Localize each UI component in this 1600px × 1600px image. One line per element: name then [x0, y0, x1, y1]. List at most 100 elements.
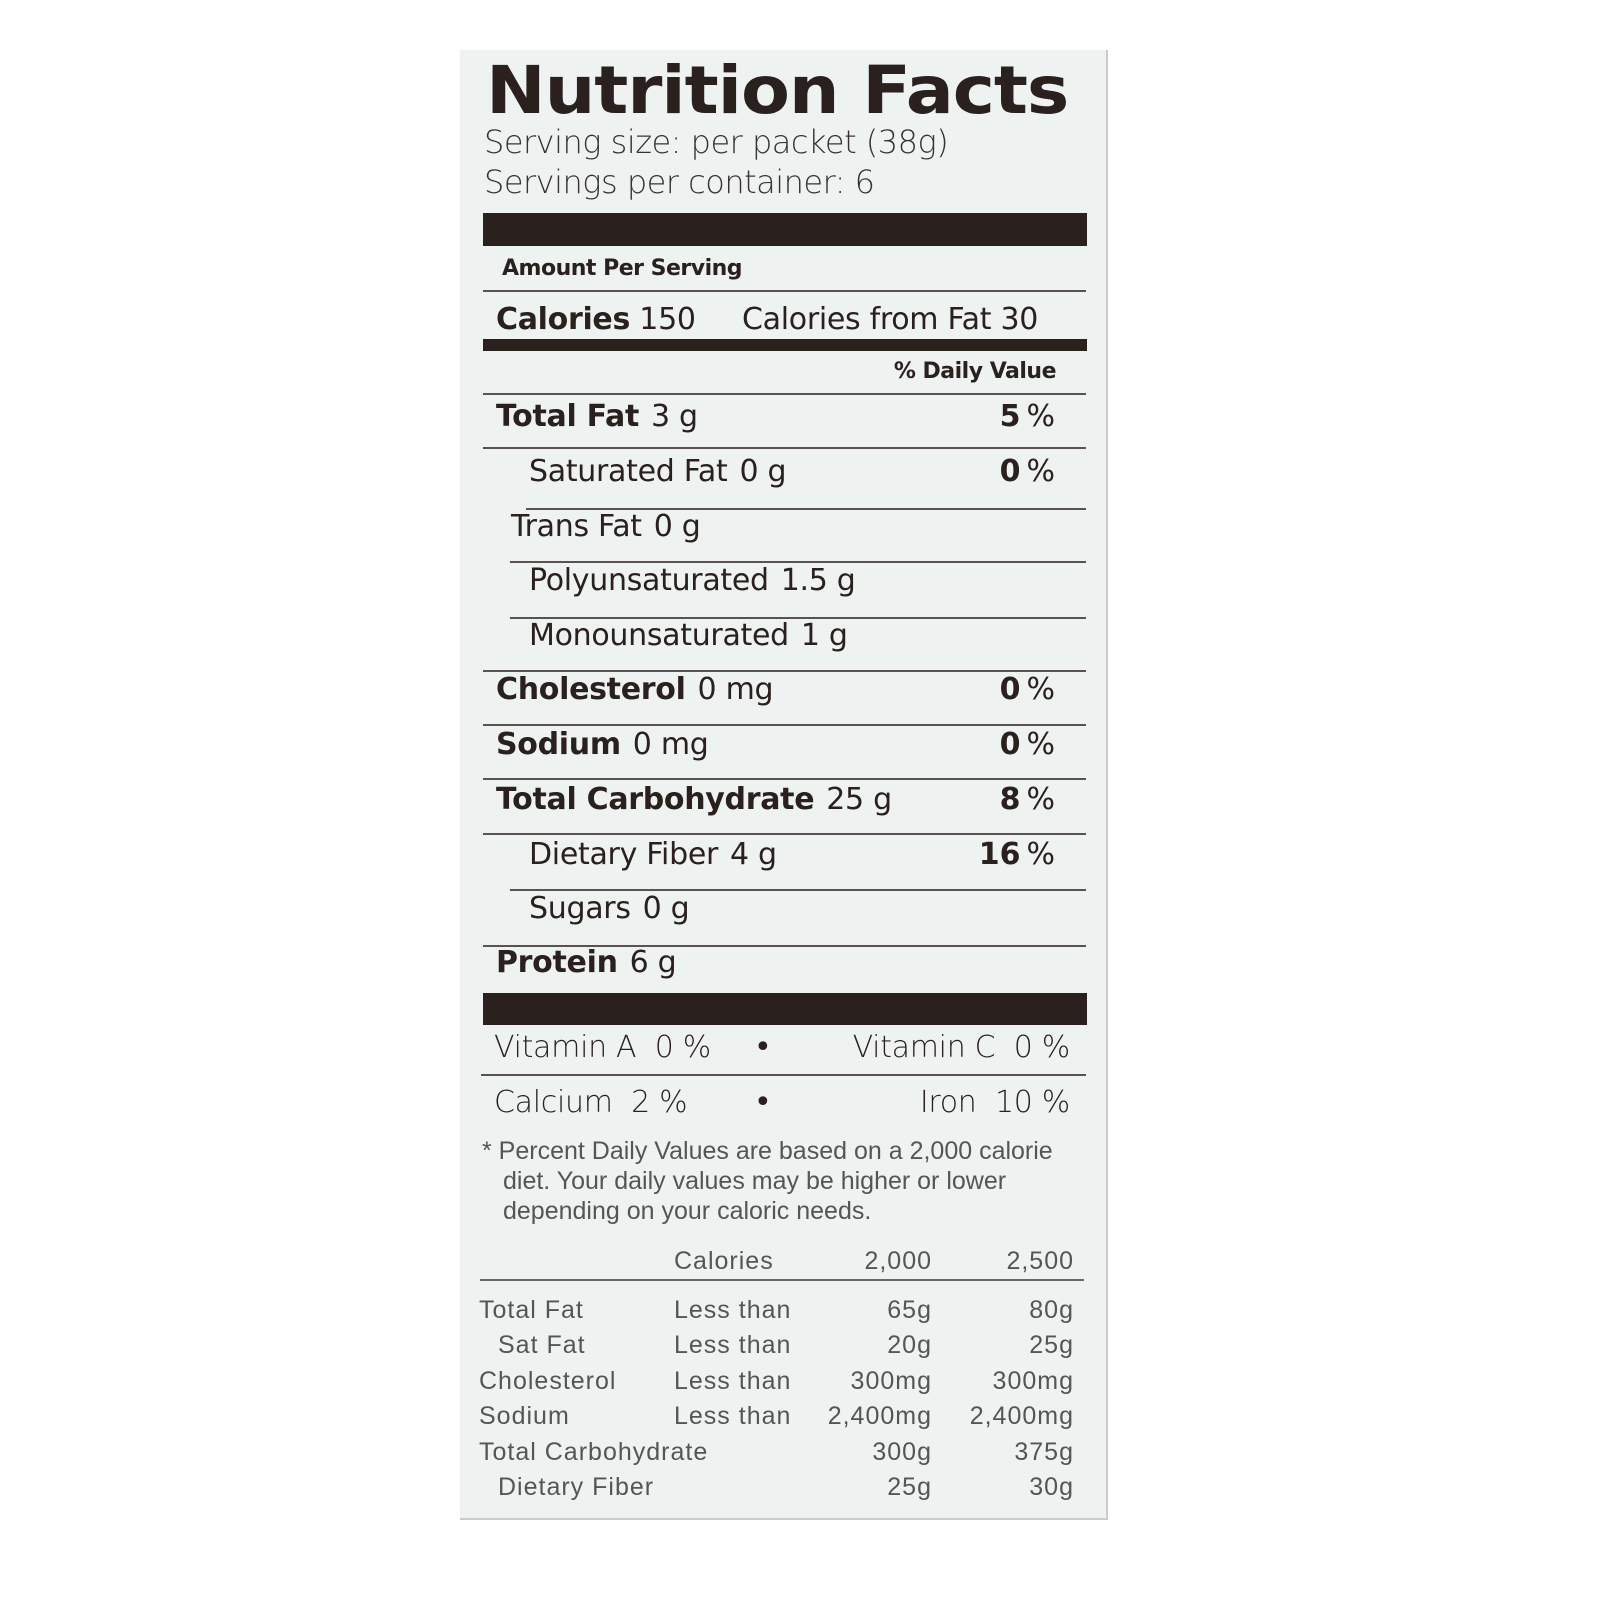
calories-from-fat-label: Calories from Fat: [742, 302, 992, 337]
dv-table-cell: 65g: [887, 1296, 932, 1324]
dv-table-cell: 30g: [1029, 1473, 1074, 1501]
calories-from-fat: Calories from Fat 30: [742, 300, 1038, 340]
divider: [483, 945, 1086, 947]
nutrient-row: Protein 6 g: [496, 943, 677, 983]
nutrition-label-panel: [460, 50, 1108, 1520]
dv-table-cell: Dietary Fiber: [498, 1473, 655, 1501]
dv-table-cell: 25g: [1029, 1331, 1074, 1359]
divider: [480, 1279, 1084, 1281]
percent-sign: %: [1026, 454, 1055, 489]
nutrient-name: Sodium: [496, 727, 621, 762]
nutrient-row: Monounsaturated 1 g: [529, 616, 848, 656]
nutrient-amount: 0 g: [739, 454, 787, 489]
vitamin-left: Vitamin A 0 %: [494, 1030, 711, 1065]
nutrient-amount: 6 g: [629, 945, 677, 980]
thick-divider: [483, 213, 1087, 246]
divider: [510, 889, 1086, 891]
daily-value-number: 5: [999, 399, 1021, 434]
dv-table-header-cell: 2,500: [1006, 1247, 1074, 1275]
calories-from-fat-value: 30: [1000, 302, 1039, 337]
nutrient-row: Total Carbohydrate 25 g: [496, 780, 892, 820]
footnote: * Percent Daily Values are based on a 2,…: [482, 1136, 1053, 1226]
nutrient-row: Cholesterol 0 mg: [496, 670, 774, 710]
dv-table-cell: 300g: [872, 1438, 932, 1466]
footnote-line: depending on your caloric needs.: [503, 1197, 872, 1225]
servings-per-container: Servings per container: 6: [484, 163, 875, 201]
dv-table-header-cell: Calories: [674, 1247, 774, 1275]
percent-sign: %: [1026, 672, 1055, 707]
dv-table-cell: Cholesterol: [479, 1367, 617, 1395]
divider: [483, 724, 1086, 726]
divider: [483, 290, 1086, 292]
dv-table-cell: 80g: [1029, 1296, 1074, 1324]
percent-sign: %: [1026, 727, 1055, 762]
nutrient-amount: 1.5 g: [780, 563, 856, 598]
daily-value: 0%: [1000, 670, 1055, 710]
label-title: Nutrition Facts: [486, 52, 1069, 129]
vitamin-right: Iron 10 %: [919, 1085, 1070, 1120]
divider: [510, 561, 1086, 563]
bullet-separator: •: [754, 1085, 772, 1120]
nutrient-amount: 1 g: [800, 618, 848, 653]
daily-value-number: 0: [999, 454, 1021, 489]
dv-table-cell: Total Fat: [479, 1296, 584, 1324]
daily-value: 5%: [1000, 397, 1055, 437]
nutrient-amount: 4 g: [730, 837, 777, 872]
daily-value-number: 0: [999, 672, 1021, 707]
serving-size: Serving size: per packet (38g): [484, 123, 949, 161]
nutrient-name: Total Fat: [496, 399, 640, 434]
percent-sign: %: [1026, 837, 1055, 872]
footnote-line: * Percent Daily Values are based on a 2,…: [482, 1137, 1053, 1165]
footnote-line: diet. Your daily values may be higher or…: [503, 1167, 1007, 1195]
divider: [483, 833, 1086, 835]
nutrient-name: Monounsaturated: [529, 618, 789, 653]
dv-table-cell: Less than: [674, 1402, 792, 1430]
nutrient-row: Sugars 0 g: [529, 889, 690, 929]
percent-sign: %: [1026, 399, 1055, 434]
dv-table-cell: 300mg: [992, 1367, 1074, 1395]
nutrient-name: Polyunsaturated: [529, 563, 769, 598]
nutrient-row: Total Fat 3 g: [496, 397, 698, 437]
nutrient-amount: 0 mg: [697, 672, 774, 707]
dv-table-cell: Less than: [674, 1296, 792, 1324]
nutrient-row: Trans Fat 0 g: [511, 507, 701, 547]
dv-table-header-cell: 2,000: [864, 1247, 932, 1275]
divider: [483, 393, 1086, 395]
nutrient-name: Saturated Fat: [529, 454, 728, 489]
nutrient-name: Total Carbohydrate: [496, 782, 815, 817]
nutrient-row: Sodium 0 mg: [496, 725, 709, 765]
dv-table-cell: 2,400mg: [969, 1402, 1074, 1430]
nutrient-name: Sugars: [529, 891, 631, 926]
dv-table-cell: Sodium: [479, 1402, 570, 1430]
nutrient-name: Dietary Fiber: [529, 837, 719, 872]
amount-per-serving: Amount Per Serving: [502, 256, 743, 281]
dv-table-cell: Sat Fat: [498, 1331, 586, 1359]
nutrient-amount: 3 g: [651, 399, 698, 434]
dv-table-cell: 2,400mg: [827, 1402, 932, 1430]
nutrient-amount: 0 g: [642, 891, 690, 926]
thick-divider: [483, 993, 1087, 1025]
daily-value: 8%: [1000, 780, 1055, 820]
daily-value-number: 8: [999, 782, 1021, 817]
nutrient-name: Cholesterol: [496, 672, 686, 707]
daily-value-number: 16: [978, 837, 1021, 872]
nutrient-amount: 25 g: [826, 782, 892, 817]
daily-value: 0%: [1000, 725, 1055, 765]
divider: [510, 617, 1086, 619]
dv-table-cell: 20g: [887, 1331, 932, 1359]
nutrient-name: Protein: [496, 945, 618, 980]
nutrient-amount: 0 g: [653, 509, 701, 544]
nutrient-amount: 0 mg: [632, 727, 709, 762]
dv-table-cell: 300mg: [850, 1367, 932, 1395]
divider: [483, 778, 1086, 780]
dv-table-cell: Total Carbohydrate: [479, 1438, 709, 1466]
divider: [526, 508, 1086, 510]
dv-table-cell: 375g: [1014, 1438, 1074, 1466]
daily-value: 16%: [979, 835, 1055, 875]
nutrient-row: Dietary Fiber 4 g: [529, 835, 777, 875]
percent-sign: %: [1026, 782, 1055, 817]
medium-divider: [483, 339, 1087, 351]
divider: [483, 670, 1086, 672]
vitamin-left: Calcium 2 %: [494, 1085, 688, 1120]
calories-label: Calories: [496, 302, 631, 337]
